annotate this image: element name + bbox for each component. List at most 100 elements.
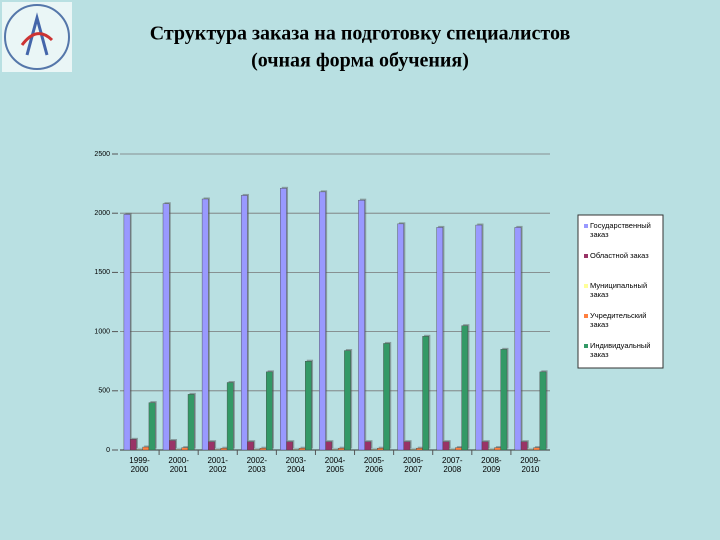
chart-title: Структура заказа на подготовку специалис… bbox=[150, 23, 571, 45]
bar-shadow bbox=[372, 447, 379, 449]
x-tick-label-box: 1999-2000 bbox=[129, 456, 149, 474]
bar bbox=[527, 449, 534, 451]
bar bbox=[280, 188, 287, 451]
bar bbox=[403, 441, 411, 451]
bar bbox=[142, 446, 150, 451]
legend-swatch bbox=[584, 224, 588, 228]
x-tick-label: 2008-2009 bbox=[481, 456, 502, 474]
bar-shadow bbox=[183, 446, 190, 449]
bar-shadow bbox=[294, 447, 301, 449]
x-tick-label: 2000-2001 bbox=[168, 456, 189, 474]
bar bbox=[514, 227, 522, 451]
bar bbox=[226, 382, 234, 451]
legend-label-box: Областной заказ bbox=[590, 251, 649, 260]
y-tick-label: 1500 bbox=[94, 269, 110, 276]
legend-label-box: Муниципальный заказ bbox=[590, 281, 648, 299]
bar bbox=[286, 441, 293, 451]
bar-shadow bbox=[456, 446, 464, 449]
bar-shadow bbox=[255, 447, 262, 449]
x-tick-label-box: 2008-2009 bbox=[481, 456, 502, 474]
bar bbox=[175, 449, 182, 451]
bar bbox=[201, 198, 209, 451]
bar bbox=[448, 449, 456, 451]
bar-shadow bbox=[495, 446, 503, 449]
bar-shadow bbox=[216, 447, 223, 449]
bar bbox=[436, 227, 444, 451]
legend-label-box: Индивидуальный заказ bbox=[590, 341, 651, 359]
logo bbox=[2, 2, 72, 72]
bar bbox=[488, 449, 495, 451]
x-tick-label-box: 2004-2005 bbox=[324, 456, 346, 474]
bar bbox=[325, 441, 333, 451]
y-tick-label: 2500 bbox=[94, 151, 110, 158]
bar bbox=[148, 402, 156, 451]
x-tick-label: 2006-2007 bbox=[402, 456, 424, 474]
x-tick-label: 2003-2004 bbox=[285, 456, 307, 474]
bar-shadow bbox=[489, 447, 496, 449]
bar bbox=[136, 449, 143, 451]
legend-label: Областной заказ bbox=[590, 251, 649, 260]
chart-subtitle: (очная форма обучения) bbox=[251, 50, 469, 72]
bar bbox=[259, 448, 267, 451]
legend-box bbox=[577, 214, 664, 369]
x-tick-label-box: 2003-2004 bbox=[285, 456, 307, 474]
bar bbox=[409, 449, 417, 451]
legend-swatch bbox=[584, 254, 588, 258]
bar-shadow bbox=[177, 447, 184, 449]
y-tick-label: 0 bbox=[106, 447, 110, 454]
legend-label: Муниципальный заказ bbox=[590, 281, 648, 299]
bar bbox=[520, 441, 528, 451]
bar bbox=[344, 350, 351, 451]
bar bbox=[370, 449, 378, 451]
legend-label: Индивидуальный заказ bbox=[590, 341, 651, 359]
x-tick-label-box: 2006-2007 bbox=[402, 456, 424, 474]
x-tick-label: 2004-2005 bbox=[324, 456, 346, 474]
bar bbox=[298, 448, 306, 451]
bar-shadow bbox=[333, 447, 340, 449]
bar bbox=[481, 441, 489, 451]
bar bbox=[422, 336, 430, 451]
legend-label-box: Учредительский заказ bbox=[590, 311, 647, 329]
bar-shadow bbox=[137, 447, 145, 449]
bar bbox=[364, 441, 372, 451]
x-tick-label: 2009-2010 bbox=[520, 456, 541, 474]
x-tick-label-box: 2001-2002 bbox=[207, 456, 228, 474]
legend-label-box: Государственный заказ bbox=[590, 221, 651, 239]
x-tick-label: 2007-2008 bbox=[442, 456, 463, 474]
bar-shadow bbox=[528, 447, 536, 449]
bar bbox=[123, 214, 131, 451]
bar bbox=[247, 441, 254, 451]
x-tick-label: 2005-2006 bbox=[363, 456, 385, 474]
bar bbox=[162, 203, 170, 451]
bar bbox=[181, 447, 189, 451]
x-tick-label: 2002-2003 bbox=[246, 456, 268, 474]
legend-label: Учредительский заказ bbox=[590, 311, 647, 329]
bar bbox=[292, 449, 300, 451]
x-tick-label-box: 2002-2003 bbox=[246, 456, 268, 474]
bar bbox=[539, 371, 547, 451]
x-tick-label: 2001-2002 bbox=[207, 456, 228, 474]
bar bbox=[331, 449, 339, 451]
legend-label: Государственный заказ bbox=[590, 221, 651, 239]
bar bbox=[533, 447, 541, 451]
bar bbox=[240, 195, 248, 451]
bar bbox=[416, 448, 423, 451]
y-tick-label: 2000 bbox=[94, 210, 110, 217]
x-tick-label-box: 2005-2006 bbox=[363, 456, 385, 474]
legend-swatch bbox=[584, 344, 588, 348]
bar bbox=[208, 441, 215, 451]
bar bbox=[253, 449, 261, 451]
bar-shadow bbox=[450, 447, 457, 449]
x-tick-label-box: 2000-2001 bbox=[168, 456, 189, 474]
bar bbox=[220, 448, 228, 451]
bar bbox=[461, 325, 469, 451]
x-tick-label-box: 2009-2010 bbox=[520, 456, 541, 474]
y-tick-label: 500 bbox=[98, 388, 110, 395]
y-tick-label: 1000 bbox=[94, 328, 110, 335]
legend-swatch bbox=[584, 284, 588, 288]
bar bbox=[475, 224, 483, 451]
bar bbox=[442, 441, 450, 451]
bar-shadow bbox=[535, 446, 542, 449]
bar-shadow bbox=[378, 446, 385, 449]
